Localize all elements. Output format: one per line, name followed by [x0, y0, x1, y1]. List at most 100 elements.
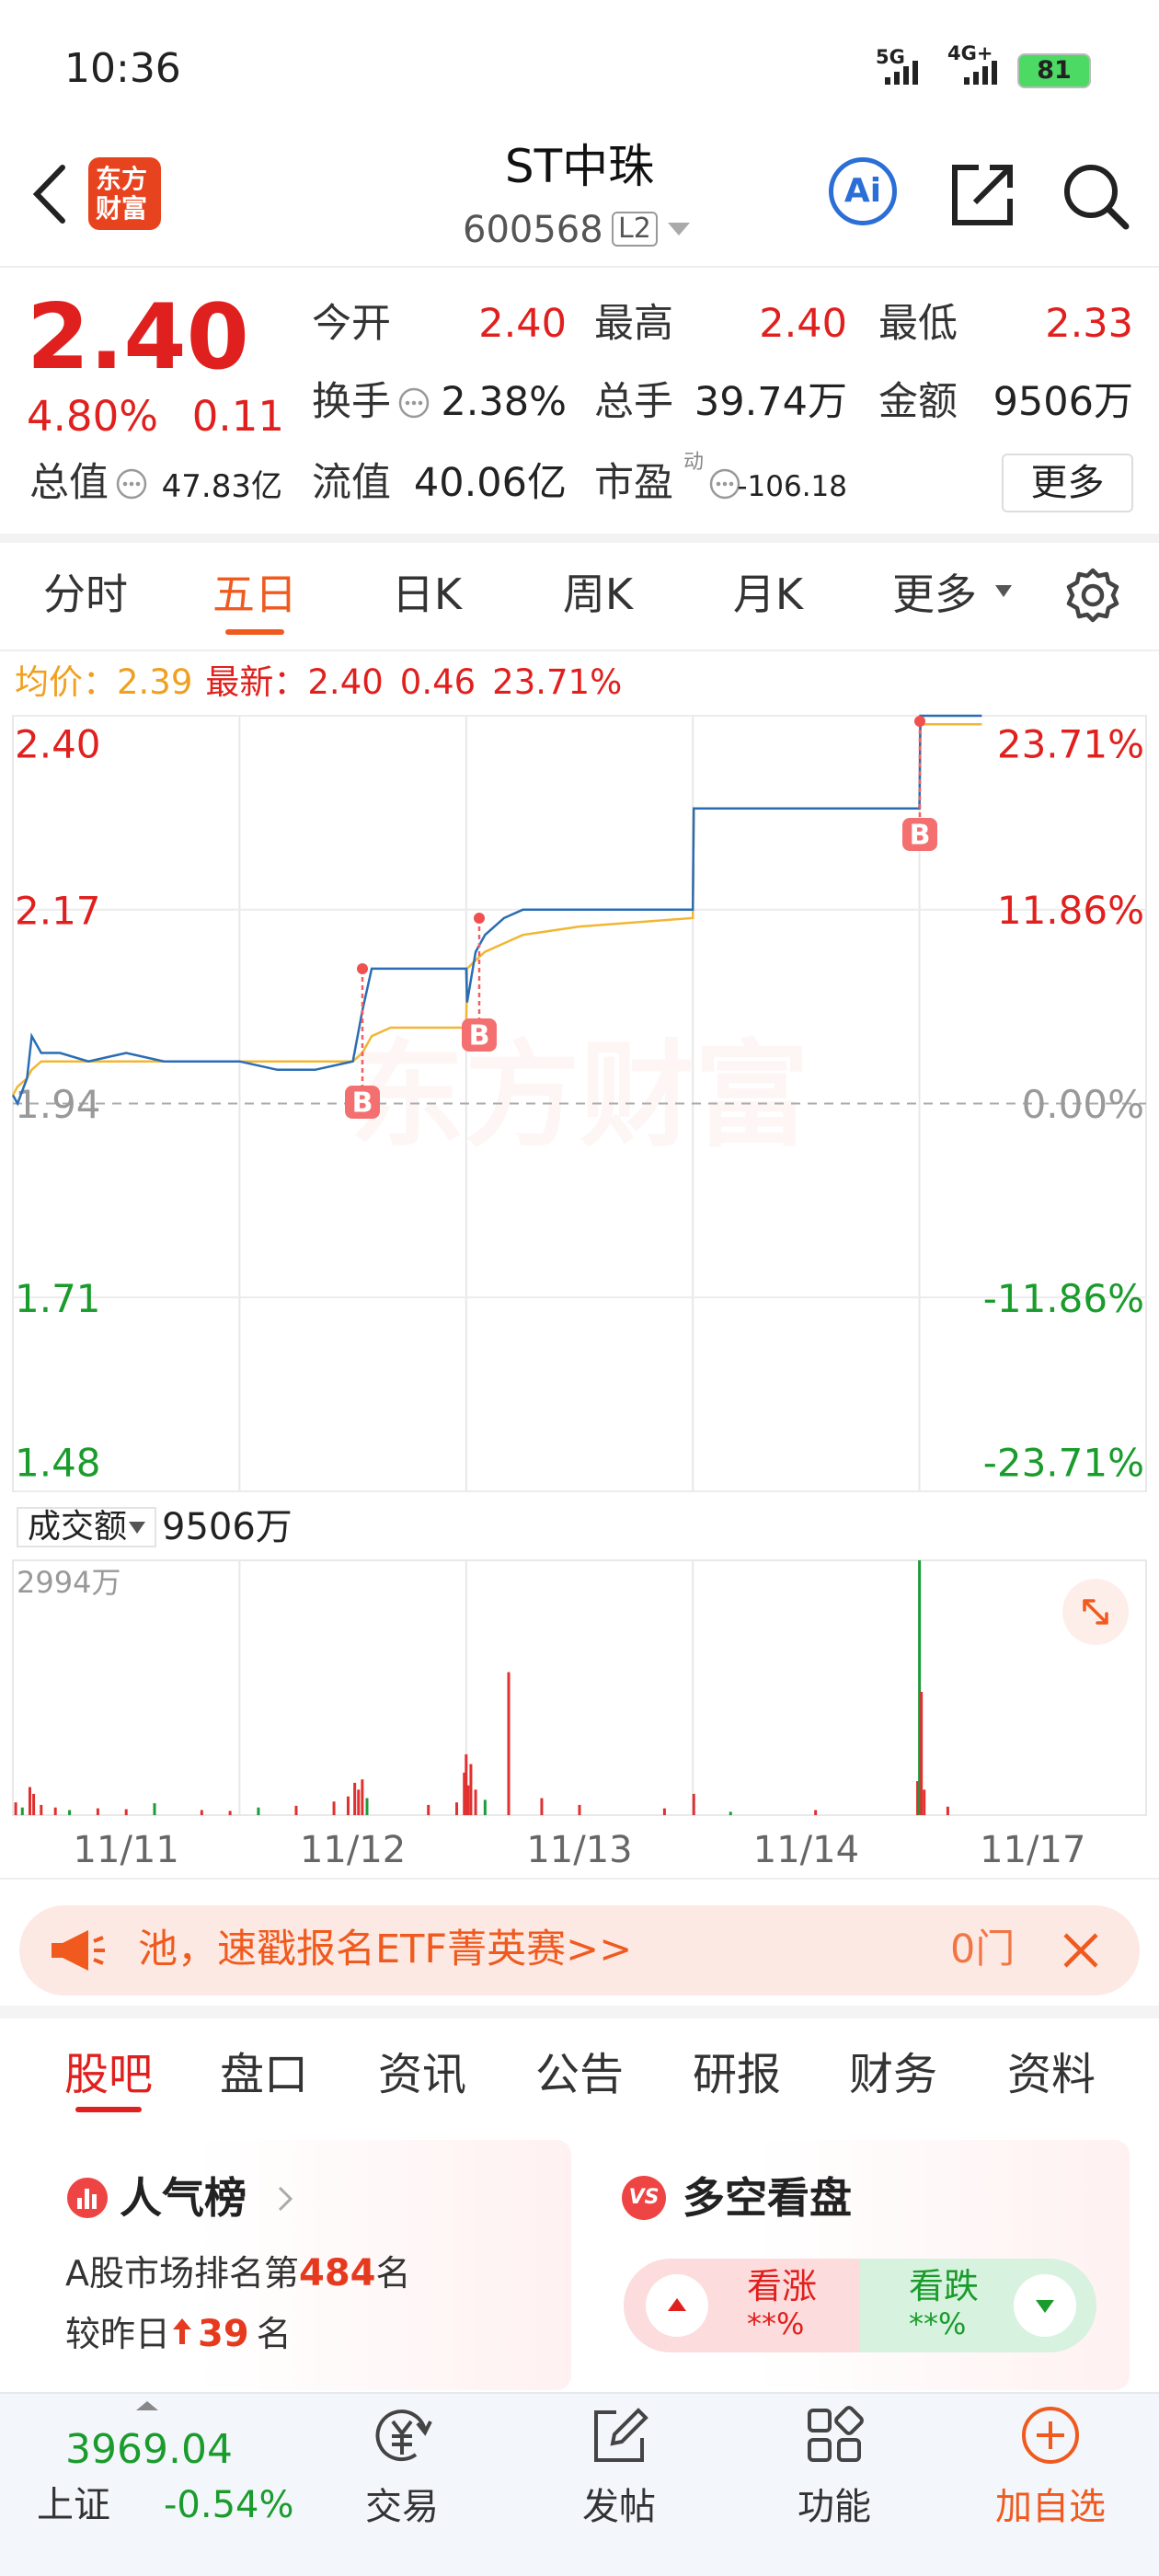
chevron — [278, 2186, 293, 2212]
marker-dot — [357, 963, 368, 974]
marker-label: B — [910, 820, 931, 852]
info-icon[interactable] — [115, 467, 148, 500]
indicator-selector[interactable]: 成交额 — [17, 1507, 156, 1547]
stat-label: 总值 — [29, 460, 109, 506]
nav-item[interactable]: 发帖 — [582, 2486, 656, 2528]
promo-banner[interactable] — [19, 1905, 1140, 1995]
volume-bar — [124, 1809, 128, 1815]
dropdown-arrow — [129, 1522, 145, 1534]
divider — [0, 2006, 1159, 2018]
settings-button[interactable] — [1064, 567, 1121, 624]
stat-label: 总手 — [594, 379, 673, 425]
stock-name: ST中珠 — [504, 140, 655, 193]
stat-value: 2.38% — [441, 379, 567, 425]
y-tick-label: 1.48 — [15, 1441, 101, 1486]
nav-item[interactable]: 交易 — [365, 2486, 439, 2528]
stat-label: 今开 — [312, 301, 391, 347]
add-watchlist-icon[interactable] — [1018, 2403, 1083, 2467]
period-tab[interactable]: 周K — [562, 569, 634, 619]
ai-button[interactable]: Ai — [829, 157, 897, 225]
volume-bar — [662, 1808, 666, 1815]
volume-bar — [200, 1810, 203, 1815]
marker-label: B — [469, 1020, 490, 1052]
stat-label: 最低 — [878, 301, 958, 347]
marker-dot — [914, 716, 925, 727]
volume-bar — [814, 1810, 818, 1815]
period-tab[interactable]: 月K — [732, 569, 804, 619]
y-tick-label: 1.94 — [15, 1082, 101, 1127]
price-line — [11, 722, 982, 1096]
volume-bar — [228, 1811, 232, 1815]
rank-card[interactable] — [36, 2140, 571, 2390]
post-icon[interactable] — [587, 2403, 651, 2467]
card-title: 人气榜 — [120, 2173, 247, 2223]
dropdown-arrow — [668, 223, 690, 236]
avg-value: 2.39 — [117, 662, 193, 702]
nav-item[interactable]: 加自选 — [995, 2486, 1106, 2528]
volume-bar — [53, 1807, 57, 1815]
x-tick-label: 11/14 — [753, 1829, 859, 1871]
volume-bar — [427, 1804, 430, 1815]
tab-underline — [75, 2107, 142, 2112]
bull-label: 看涨 — [747, 2266, 818, 2306]
volume-bar — [465, 1754, 468, 1815]
x-tick-label: 11/11 — [74, 1829, 179, 1871]
volume-bar — [729, 1811, 732, 1815]
share-button[interactable] — [947, 160, 1017, 230]
section-tab[interactable]: 财务 — [848, 2049, 938, 2100]
network-label: 4G+ — [947, 42, 993, 64]
volume-bar — [332, 1801, 336, 1815]
volume-bar — [507, 1672, 511, 1815]
period-tab[interactable]: 分时 — [43, 569, 128, 619]
last-value: 2.40 — [307, 662, 384, 702]
period-tab-active[interactable]: 五日 — [212, 569, 297, 619]
close-button[interactable] — [1058, 1927, 1104, 1973]
expand-button[interactable] — [1062, 1579, 1129, 1645]
dropdown-arrow — [995, 585, 1012, 597]
stat-label: 最高 — [594, 301, 673, 347]
more-button[interactable]: 更多 — [1002, 454, 1133, 512]
marker-dot — [474, 913, 485, 924]
plot-frame — [12, 715, 1147, 1492]
chart-legend: 均价： 2.39 最新： 2.40 0.46 23.71% — [15, 665, 622, 699]
volume-bar — [474, 1789, 477, 1815]
section-tab[interactable]: 公告 — [534, 2049, 625, 2100]
volume-bar — [14, 1802, 17, 1815]
x-tick-label: 11/17 — [980, 1829, 1085, 1871]
volume-bar — [365, 1798, 369, 1815]
nav-item[interactable]: 功能 — [798, 2486, 871, 2528]
volume-bar — [455, 1802, 459, 1815]
change-amount: 0.11 — [191, 392, 284, 441]
search-button[interactable] — [1060, 160, 1130, 230]
section-tab[interactable]: 研报 — [692, 2049, 782, 2100]
up-arrow — [173, 2318, 192, 2344]
info-icon[interactable] — [397, 386, 430, 420]
function-icon[interactable] — [802, 2403, 866, 2467]
caret — [136, 2401, 158, 2410]
volume-bar — [469, 1764, 473, 1815]
stat-label: 市盈 — [594, 460, 673, 506]
network-label: 5G — [876, 46, 905, 68]
y2-tick-label: -23.71% — [983, 1441, 1144, 1486]
period-tab[interactable]: 日K — [391, 569, 463, 619]
section-tab[interactable]: 盘口 — [219, 2049, 309, 2100]
y-tick-label: 2.40 — [15, 722, 101, 767]
marker-label: B — [352, 1087, 373, 1120]
marker-badge — [345, 1086, 380, 1119]
card-title: 多空看盘 — [683, 2173, 852, 2223]
section-tab[interactable]: 资讯 — [377, 2049, 467, 2100]
back-button[interactable] — [26, 162, 72, 226]
stat-value: 47.83亿 — [161, 468, 282, 505]
section-tab-active[interactable]: 股吧 — [63, 2049, 154, 2100]
marker-badge — [462, 1018, 497, 1052]
volume-bar — [466, 1785, 470, 1815]
trade-icon[interactable] — [370, 2403, 434, 2467]
period-tab[interactable]: 更多 — [892, 569, 977, 619]
y-tick-label: 2.17 — [15, 888, 101, 933]
logo-text: 财富 — [96, 193, 148, 224]
volume-bar — [353, 1782, 357, 1815]
info-icon[interactable] — [708, 467, 741, 500]
volume-frame — [12, 1559, 1147, 1816]
stat-value: 2.33 — [1045, 301, 1133, 347]
section-tab[interactable]: 资料 — [1006, 2049, 1096, 2100]
